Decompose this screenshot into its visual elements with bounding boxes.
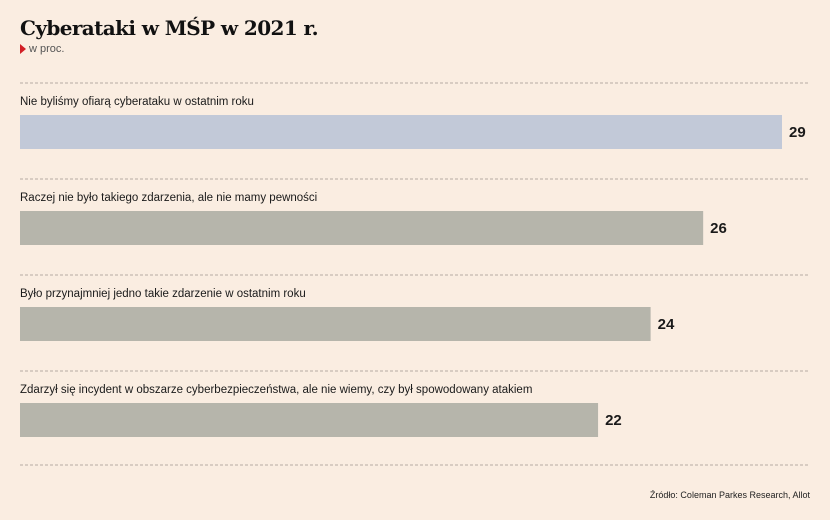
value-label: 29 [789,124,806,141]
red-triangle-icon [20,44,26,54]
category-label: Było przynajmniej jedno takie zdarzenie … [20,288,306,300]
category-label: Nie byliśmy ofiarą cyberataku w ostatnim… [20,96,254,108]
unit-label: w proc. [29,43,65,55]
value-label: 26 [710,220,727,237]
chart-title: Cyberataki w MŚP w 2021 r. [20,16,319,40]
category-label: Zdarzył się incydent w obszarze cyberbez… [20,384,532,396]
category-label: Raczej nie było takiego zdarzenia, ale n… [20,192,317,204]
chart-subtitle: w proc. [20,43,64,55]
value-label: 24 [658,316,675,333]
bar [20,115,782,149]
source-note: Źródło: Coleman Parkes Research, Allot [649,490,810,500]
value-label: 22 [605,412,622,429]
bar [20,403,599,437]
bar [20,211,704,245]
bar [20,307,651,341]
